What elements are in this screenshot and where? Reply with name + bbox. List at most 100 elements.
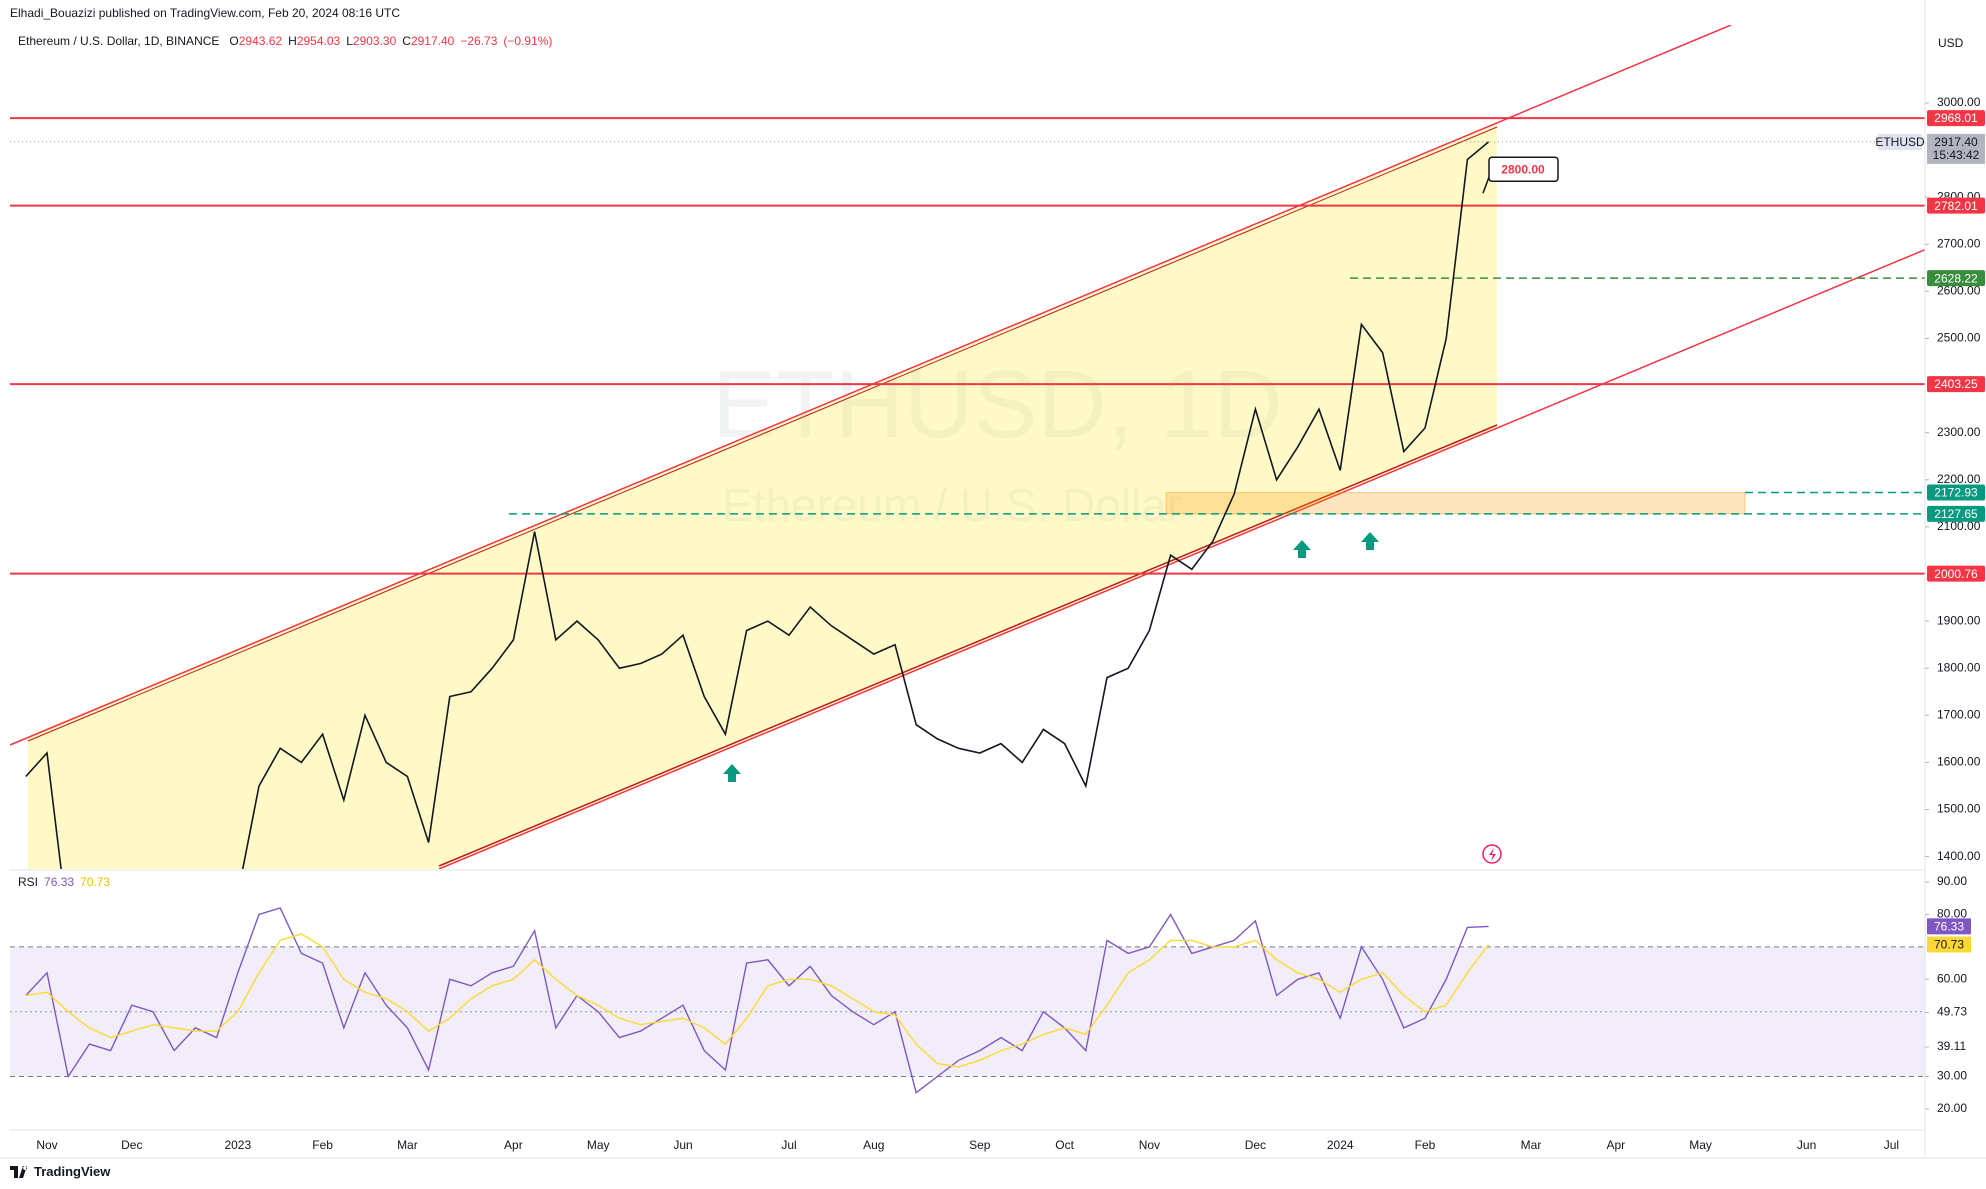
x-tick-label: Mar [397, 1138, 418, 1152]
price-label [1927, 376, 1985, 393]
price-label-text: 2172.93 [1934, 486, 1978, 500]
currency: USD [1938, 36, 1964, 50]
rsi-value-label: 76.33 [1934, 920, 1964, 934]
price-label-text: 2403.25 [1934, 377, 1978, 391]
ohlc-item: O2943.62 [229, 34, 282, 48]
rsi-legend: RSI 76.33 70.73 [18, 875, 110, 889]
price-label [1927, 565, 1985, 582]
symbol-tag-text: ETHUSD [1875, 135, 1925, 149]
up-arrow [1293, 540, 1311, 558]
up-arrow [723, 764, 741, 782]
change-pct: (−0.91%) [503, 34, 553, 48]
brand: TradingView [34, 1164, 111, 1179]
price-pane: 2800.00 [10, 25, 1925, 869]
price-label-text: 2782.01 [1934, 199, 1978, 213]
y-tick-label: 1700.00 [1937, 707, 1981, 721]
channel-fill [28, 123, 1497, 869]
ohlc-label: C [402, 34, 411, 48]
y-tick-label: 1600.00 [1937, 755, 1981, 769]
x-tick-label: Jun [1797, 1138, 1816, 1152]
levels: 2800.00 [10, 117, 1925, 575]
rsi-y-tick-label: 30.00 [1937, 1069, 1967, 1083]
x-tick-label: Feb [312, 1138, 333, 1152]
rsi-value: 76.33 [44, 875, 75, 889]
rsi-line [25, 907, 1489, 1094]
x-tick-label: Aug [863, 1138, 884, 1152]
watermark: ETHUSD, 1D [712, 350, 1283, 460]
channel-lower [438, 248, 1925, 869]
rsi-value-box [1927, 936, 1971, 953]
last-price-box [1927, 133, 1985, 164]
alert-icon [1482, 844, 1502, 864]
y-tick-label: 2300.00 [1937, 425, 1981, 439]
x-tick-label: Jul [781, 1138, 796, 1152]
price-line [25, 141, 1490, 869]
x-tick-label: Apr [504, 1138, 523, 1152]
ohlc-item: C2917.40 [402, 34, 454, 48]
publisher: Elhadi_Bouazizi published on TradingView… [10, 6, 401, 20]
ohlc-value: 2903.30 [352, 34, 397, 48]
x-tick-label: Dec [121, 1138, 142, 1152]
x-tick-label: Nov [1139, 1138, 1160, 1152]
symbol-tag [1878, 133, 1922, 150]
x-tick-label: Jun [673, 1138, 692, 1152]
x-tick-label: Mar [1521, 1138, 1542, 1152]
price-label-text: 2127.65 [1934, 507, 1978, 521]
y-tick-label: 1400.00 [1937, 849, 1981, 863]
ohlc-label: O [229, 34, 239, 48]
callout-label: 2800.00 [1501, 162, 1545, 176]
x-tick-label: 2023 [224, 1138, 251, 1152]
axes: 1400.00 1500.00 1600.00 1700.00 1800.00 1900.… [36, 95, 1985, 1152]
rsi-value-box [1927, 918, 1971, 935]
zone-box [1165, 492, 1746, 515]
ohlc-item: H2954.03 [288, 34, 340, 48]
channel-lower-inner [438, 424, 1498, 867]
ma-value: 70.73 [80, 875, 111, 889]
footer: TradingView [10, 1164, 110, 1179]
price-label-text: 2968.01 [1934, 111, 1978, 125]
x-tick-label: Feb [1415, 1138, 1436, 1152]
rsi-y-tick-label: 39.11 [1937, 1039, 1966, 1053]
x-tick-label: Nov [36, 1138, 57, 1152]
symbol-title: Ethereum / U.S. Dollar, 1D, BINANCE [18, 34, 220, 48]
ohlc-label: L [346, 34, 353, 48]
rsi-y-tick-label: 49.73 [1937, 1005, 1967, 1019]
price-label [1927, 484, 1985, 501]
up-arrow [1361, 532, 1379, 550]
rsi-ma-line [25, 933, 1490, 1068]
rsi-y-tick-label: 90.00 [1937, 874, 1967, 888]
rsi-y-tick-label: 80.00 [1937, 907, 1967, 921]
y-tick-label: 1900.00 [1937, 613, 1981, 627]
price-label [1927, 197, 1985, 214]
y-tick-label: 2500.00 [1937, 331, 1981, 345]
y-tick-label: 1800.00 [1937, 660, 1981, 674]
rsi-value-label: 70.73 [1934, 938, 1964, 952]
ohlc-label: H [288, 34, 297, 48]
alert-bolt [1489, 848, 1496, 861]
rsi-band [10, 946, 1925, 1077]
rsi-title: RSI [18, 875, 39, 889]
x-tick-label: Oct [1055, 1138, 1074, 1152]
ohlc-value: 2954.03 [296, 34, 341, 48]
x-tick-label: Apr [1606, 1138, 1625, 1152]
price-label-text: 2000.76 [1934, 567, 1978, 581]
y-tick-label: 2700.00 [1937, 236, 1981, 250]
ohlc-item: L2903.30 [346, 34, 396, 48]
rsi-y-tick-label: 60.00 [1937, 971, 1967, 985]
countdown: 15:43:42 [1933, 148, 1980, 162]
ohlc-value: 2917.40 [410, 34, 455, 48]
y-tick-label: 2200.00 [1937, 472, 1981, 486]
logo [10, 1165, 28, 1178]
x-tick-label: Sep [969, 1138, 991, 1152]
price-label-text: 2628.22 [1934, 271, 1978, 285]
y-tick-label: 3000.00 [1937, 95, 1981, 109]
price-label [1927, 505, 1985, 522]
y-tick-label: 2600.00 [1937, 284, 1981, 298]
price-label [1927, 110, 1985, 127]
x-tick-label: May [1689, 1138, 1712, 1152]
x-tick-label: May [587, 1138, 610, 1152]
price-label [1927, 270, 1985, 287]
callout-box [1488, 156, 1559, 182]
